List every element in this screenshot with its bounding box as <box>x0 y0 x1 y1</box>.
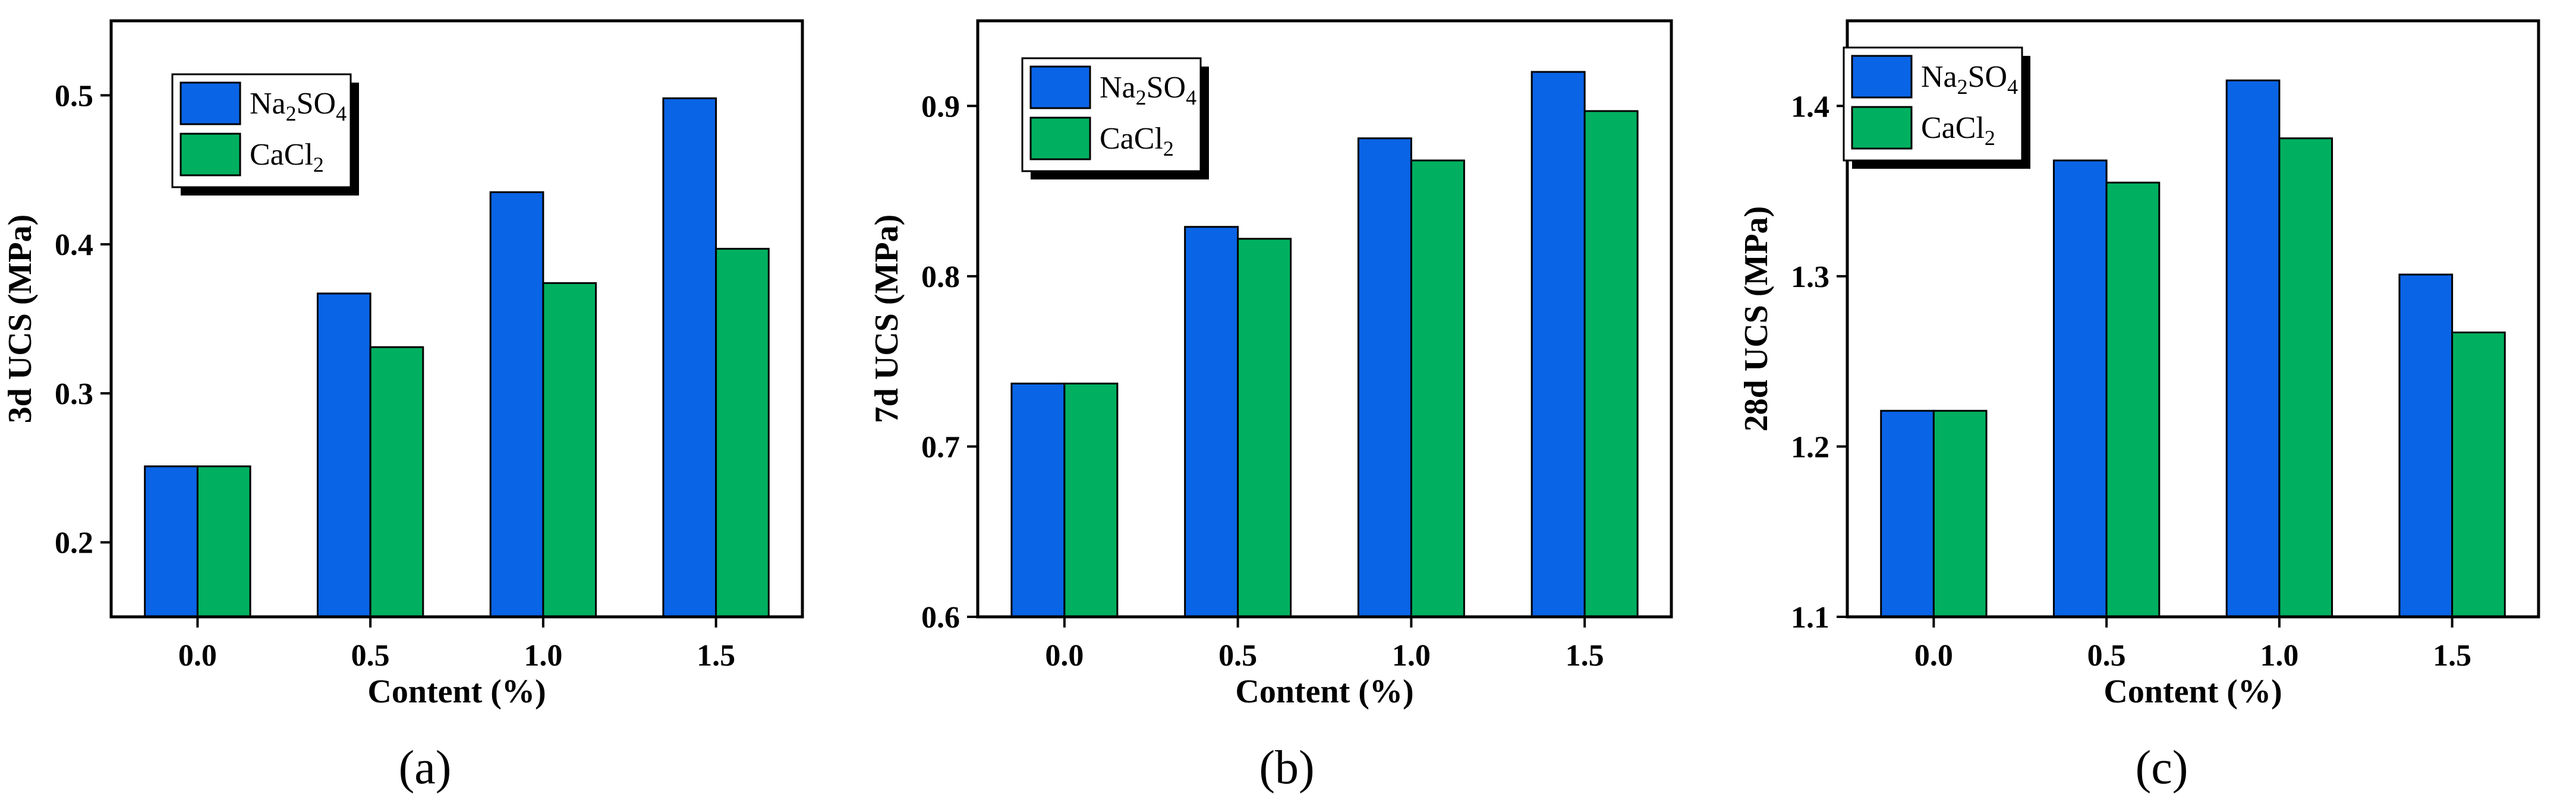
x-tick-label: 1.5 <box>697 639 735 673</box>
x-tick-label: 1.5 <box>1566 639 1604 673</box>
y-tick-label: 0.4 <box>55 228 93 262</box>
bar-na2so4-0-0 <box>1010 382 1066 618</box>
bar-cacl2-0-0 <box>1063 382 1119 618</box>
x-tick-label: 1.0 <box>1392 639 1431 673</box>
y-tick-label: 1.2 <box>1791 430 1829 464</box>
bar-na2so4-1-5 <box>662 97 717 618</box>
y-tick-label: 0.6 <box>921 601 960 635</box>
y-tick-label: 0.7 <box>921 430 960 464</box>
y-tick-label: 0.8 <box>921 260 960 294</box>
x-tick-label: 0.0 <box>178 639 217 673</box>
legend-swatch-na2so4 <box>179 81 241 125</box>
bar-cacl2-1-5 <box>1583 110 1639 618</box>
legend: Na2SO4 CaCl2 <box>171 73 359 196</box>
bar-cacl2-1-0 <box>2278 137 2333 618</box>
bar-na2so4-1-5 <box>2398 273 2454 618</box>
y-tick-label: 0.9 <box>921 90 960 124</box>
y-tick-label: 1.3 <box>1791 260 1829 294</box>
bar-cacl2-1-5 <box>2451 331 2506 618</box>
panel-label: (a) <box>399 742 452 794</box>
plot-frame <box>1846 19 2540 619</box>
bar-cacl2-0-0 <box>1932 409 1988 618</box>
x-tick-label: 1.5 <box>2433 639 2471 673</box>
y-tick-label: 0.2 <box>55 527 93 560</box>
bar-cacl2-0-5 <box>2105 181 2161 618</box>
plot-frame <box>976 19 1673 619</box>
x-axis-title: Content (%) <box>367 673 546 710</box>
y-tick-label: 1.1 <box>1791 601 1829 635</box>
legend-label-na2so4: Na2SO4 <box>1100 71 1196 109</box>
bar-cacl2-1-0 <box>1410 159 1465 618</box>
x-tick-label: 0.5 <box>2087 639 2126 673</box>
bar-na2so4-0-0 <box>144 465 199 618</box>
bar-cacl2-0-5 <box>369 346 424 618</box>
y-axis-title: 3d UCS (MPa) <box>2 215 39 424</box>
y-tick-label: 1.4 <box>1791 90 1829 124</box>
bar-cacl2-0-5 <box>1237 238 1292 618</box>
legend-swatch-na2so4 <box>1851 55 1913 99</box>
bar-cacl2-1-5 <box>715 248 770 618</box>
legend-swatch-cacl2 <box>179 133 241 176</box>
plot-frame <box>109 19 804 619</box>
y-tick-label: 0.3 <box>55 377 93 411</box>
legend-label-na2so4: Na2SO4 <box>250 87 347 125</box>
bar-na2so4-0-5 <box>316 292 371 618</box>
y-axis-title: 7d UCS (MPa) <box>868 215 905 424</box>
x-axis-title: Content (%) <box>1235 673 1413 710</box>
x-tick-label: 0.0 <box>1045 639 1084 673</box>
bar-na2so4-1-5 <box>1531 71 1586 618</box>
legend-swatch-cacl2 <box>1851 106 1913 150</box>
legend: Na2SO4 CaCl2 <box>1021 57 1209 179</box>
x-tick-label: 1.0 <box>2260 639 2298 673</box>
legend-swatch-na2so4 <box>1029 65 1091 109</box>
legend-label-cacl2: CaCl2 <box>1100 122 1174 160</box>
chart-panel-2: 0.0 0.5 1.0 1.5 0.6 0.7 0.8 0.9 Content (%) 7d UC… <box>868 19 1673 794</box>
y-axis-title: 28d UCS (MPa) <box>1738 206 1775 432</box>
bar-cacl2-1-0 <box>542 282 597 618</box>
bar-na2so4-1-0 <box>2225 79 2281 618</box>
legend-label-na2so4: Na2SO4 <box>1921 60 2018 99</box>
legend-label-cacl2: CaCl2 <box>1921 111 1995 150</box>
y-tick-label: 0.5 <box>55 79 93 113</box>
bar-na2so4-1-0 <box>489 191 544 618</box>
x-tick-label: 0.5 <box>1218 639 1257 673</box>
bar-na2so4-0-5 <box>1184 226 1239 618</box>
x-tick-label: 0.0 <box>1914 639 1953 673</box>
x-tick-label: 1.0 <box>524 639 562 673</box>
panel-label: (b) <box>1259 742 1314 794</box>
x-axis-title: Content (%) <box>2103 673 2282 710</box>
chart-panel-3: 0.0 0.5 1.0 1.5 1.1 1.2 1.3 1.4 Content (%) 28d U… <box>1738 19 2540 794</box>
bar-na2so4-0-5 <box>2052 159 2108 618</box>
legend-swatch-cacl2 <box>1029 116 1091 160</box>
bar-cacl2-0-0 <box>196 465 251 618</box>
legend-label-cacl2: CaCl2 <box>250 138 324 176</box>
panel-label: (c) <box>2136 742 2188 794</box>
legend: Na2SO4 CaCl2 <box>1843 46 2030 169</box>
bar-na2so4-0-0 <box>1880 409 1935 618</box>
bar-na2so4-1-0 <box>1357 137 1412 618</box>
x-tick-label: 0.5 <box>351 639 390 673</box>
